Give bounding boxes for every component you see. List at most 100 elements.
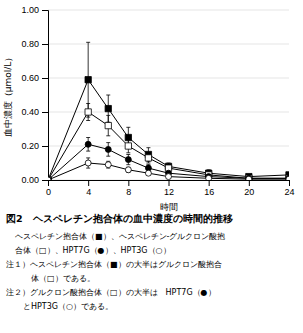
point <box>85 77 91 83</box>
error-bar-cap <box>106 115 110 116</box>
chart-title: 図2 ヘスペレチン抱合体の血中濃度の時間的推移 <box>6 213 233 224</box>
tick: 4 <box>86 180 91 197</box>
error-bar <box>126 167 130 172</box>
point <box>105 105 111 111</box>
point <box>85 160 91 166</box>
series-line <box>48 112 289 180</box>
tick-label: 1.00 <box>21 5 39 15</box>
point <box>145 155 151 161</box>
caption-line: 合体（□）、HPT7G（●）、HPT3G（○） <box>15 246 171 255</box>
error-bar-cap <box>86 168 90 169</box>
point <box>166 174 172 180</box>
point <box>145 170 151 176</box>
tick: 8 <box>126 180 131 197</box>
error-bar-cap <box>146 152 150 153</box>
x-axis-title: 時間 <box>160 202 178 212</box>
series <box>48 42 289 180</box>
tick: 0.60 <box>21 73 48 83</box>
error-bar-cap <box>86 137 90 138</box>
series <box>48 158 289 180</box>
tick: 0.00 <box>21 175 48 185</box>
grid-line <box>48 44 289 45</box>
tick-label: 8 <box>126 187 131 197</box>
point <box>105 162 111 168</box>
tick-label: 0.00 <box>21 175 39 185</box>
error-bar <box>106 143 110 157</box>
axis-line <box>42 11 49 181</box>
point <box>48 177 51 180</box>
error-bar-cap <box>106 156 110 157</box>
point <box>206 175 212 180</box>
error-bar-cap <box>126 127 130 128</box>
tick-mark <box>209 180 210 186</box>
caption-line: 注２）グルクロン酸抱合体（□）の大半は HPT7G（●） <box>6 288 216 297</box>
plot-area: 0 4 8 12 16 20 24 0.00 0.20 0.40 0.60 0.80 1.00 <box>21 5 294 197</box>
point <box>246 176 252 180</box>
tick: 0.40 <box>21 107 48 117</box>
tick-mark <box>42 180 48 181</box>
tick: 1.00 <box>21 5 48 15</box>
error-bar <box>126 155 130 165</box>
tick-label: 0.80 <box>21 39 39 49</box>
error-bar <box>86 138 90 152</box>
point <box>105 146 111 152</box>
point <box>125 167 131 173</box>
tick: 24 <box>284 180 294 197</box>
tick-label: 24 <box>284 187 294 197</box>
tick-label: 0.20 <box>21 141 39 151</box>
tick-mark <box>42 78 48 79</box>
point <box>125 157 131 163</box>
grid <box>48 10 289 180</box>
series-line <box>48 80 289 180</box>
tick-mark <box>42 146 48 147</box>
error-bar-cap <box>86 42 90 43</box>
grid-line <box>48 78 289 79</box>
tick: 20 <box>244 180 254 197</box>
tick-label: 20 <box>244 187 254 197</box>
tick-mark <box>169 180 170 186</box>
caption-line: ヘスペレチン抱合体（■）、ヘスペレチン-グルクロン酸抱 <box>15 232 225 241</box>
tick-label: 0 <box>46 187 51 197</box>
caption-line: とHPT3G（○）である。 <box>15 302 113 311</box>
series <box>48 104 289 181</box>
series-line <box>48 144 289 180</box>
caption-line: 体（□）である。 <box>15 274 95 283</box>
point <box>48 177 51 180</box>
tick-mark <box>42 44 48 45</box>
error-bar-cap <box>146 163 150 164</box>
error-bar-cap <box>126 139 130 140</box>
error-bar-cap <box>86 103 90 104</box>
tick: 12 <box>164 180 174 197</box>
x-axis: 0 4 8 12 16 20 24 <box>46 180 295 197</box>
caption-line: 注１）ヘスペレチン抱合体（■）の大半はグルクロン酸抱合 <box>6 260 222 269</box>
series-line <box>48 163 289 180</box>
tick-label: 0.60 <box>21 73 39 83</box>
error-bar-cap <box>106 95 110 96</box>
point <box>105 122 111 128</box>
chart: 0 4 8 12 16 20 24 0.00 0.20 0.40 0.60 0.80 1.00 時間 血中濃… <box>0 0 303 333</box>
tick: 0 <box>46 180 51 197</box>
tick-mark <box>249 180 250 186</box>
grid-line <box>48 10 289 11</box>
tick-label: 0.40 <box>21 107 39 117</box>
point <box>85 141 91 147</box>
point <box>246 175 252 180</box>
error-bar-cap <box>146 147 150 148</box>
y-axis-title: 血中濃度（μmol/L） <box>3 53 13 138</box>
tick-mark <box>128 180 129 186</box>
point <box>286 175 289 180</box>
point <box>246 175 252 180</box>
grid-line <box>48 146 289 147</box>
error-bar <box>86 158 90 168</box>
tick-mark <box>88 180 89 186</box>
tick-label: 16 <box>204 187 214 197</box>
y-axis: 0.00 0.20 0.40 0.60 0.80 1.00 <box>21 5 48 185</box>
point <box>125 143 131 149</box>
marks <box>48 42 289 180</box>
axis-line <box>49 181 290 187</box>
error-bar-cap <box>106 135 110 136</box>
tick-mark <box>289 180 290 186</box>
tick: 0.20 <box>21 141 48 151</box>
error-bar-cap <box>126 152 130 153</box>
point <box>286 175 289 180</box>
